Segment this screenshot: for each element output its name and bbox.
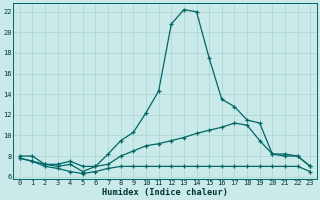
X-axis label: Humidex (Indice chaleur): Humidex (Indice chaleur) [102, 188, 228, 197]
